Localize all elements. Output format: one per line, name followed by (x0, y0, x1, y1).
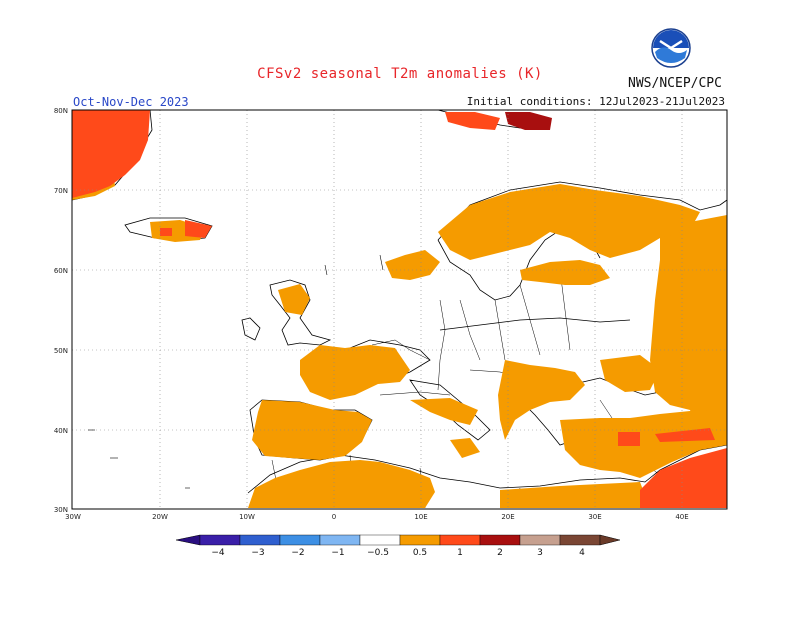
lon-label: 40E (675, 513, 688, 521)
lat-label: 60N (54, 267, 68, 275)
colorbar: −4 −3 −2 −1 −0.5 0.5 1 2 3 4 (175, 534, 621, 558)
colorbar-swatch (559, 534, 601, 546)
lat-label: 80N (54, 107, 68, 115)
colorbar-swatch (359, 534, 401, 546)
colorbar-label: −3 (251, 548, 264, 558)
colorbar-swatch (199, 534, 241, 546)
colorbar-swatch (399, 534, 441, 546)
colorbar-swatch (319, 534, 361, 546)
colorbar-low-arrow (175, 534, 201, 546)
lon-label: 10E (414, 513, 427, 521)
lat-label: 40N (54, 427, 68, 435)
colorbar-swatch (479, 534, 521, 546)
colorbar-swatch (239, 534, 281, 546)
lon-label: 30E (588, 513, 601, 521)
noaa-logo-icon (651, 28, 691, 68)
colorbar-swatch (519, 534, 561, 546)
colorbar-label: 3 (537, 548, 543, 558)
colorbar-label: −2 (291, 548, 304, 558)
longitude-labels: 30W 20W 10W 0 10E 20E 30E 40E (65, 513, 689, 521)
colorbar-label: 1 (457, 548, 463, 558)
latitude-labels: 80N 70N 60N 50N 40N 30N (54, 107, 68, 514)
colorbar-label: 2 (497, 548, 503, 558)
colorbar-high-arrow (599, 534, 621, 546)
lon-label: 20E (501, 513, 514, 521)
map-title: CFSv2 seasonal T2m anomalies (K) (257, 66, 543, 82)
map-frame (71, 109, 728, 510)
initial-conditions-label: Initial conditions: 12Jul2023-21Jul2023 (466, 95, 725, 108)
agency-label: NWS/NCEP/CPC (628, 76, 722, 91)
lat-label: 30N (54, 506, 68, 514)
graticule (72, 110, 727, 509)
lat-label: 50N (54, 347, 68, 355)
colorbar-label: 4 (579, 548, 585, 558)
lon-label: 30W (65, 513, 81, 521)
colorbar-label: −0.5 (367, 548, 389, 558)
lat-label: 70N (54, 187, 68, 195)
lon-label: 20W (152, 513, 168, 521)
colorbar-label: −4 (211, 548, 225, 558)
colorbar-label: 0.5 (413, 548, 427, 558)
colorbar-label: −1 (331, 548, 344, 558)
colorbar-swatch (439, 534, 481, 546)
anomaly-1-2-regions (72, 110, 727, 508)
season-label: Oct-Nov-Dec 2023 (73, 95, 189, 109)
lon-label: 10W (239, 513, 255, 521)
lon-label: 0 (332, 513, 336, 521)
anomaly-2-3-regions (505, 112, 552, 130)
minor-coastline-details (88, 254, 384, 489)
anomaly-0.5-1-regions (72, 125, 727, 508)
colorbar-swatch (279, 534, 321, 546)
